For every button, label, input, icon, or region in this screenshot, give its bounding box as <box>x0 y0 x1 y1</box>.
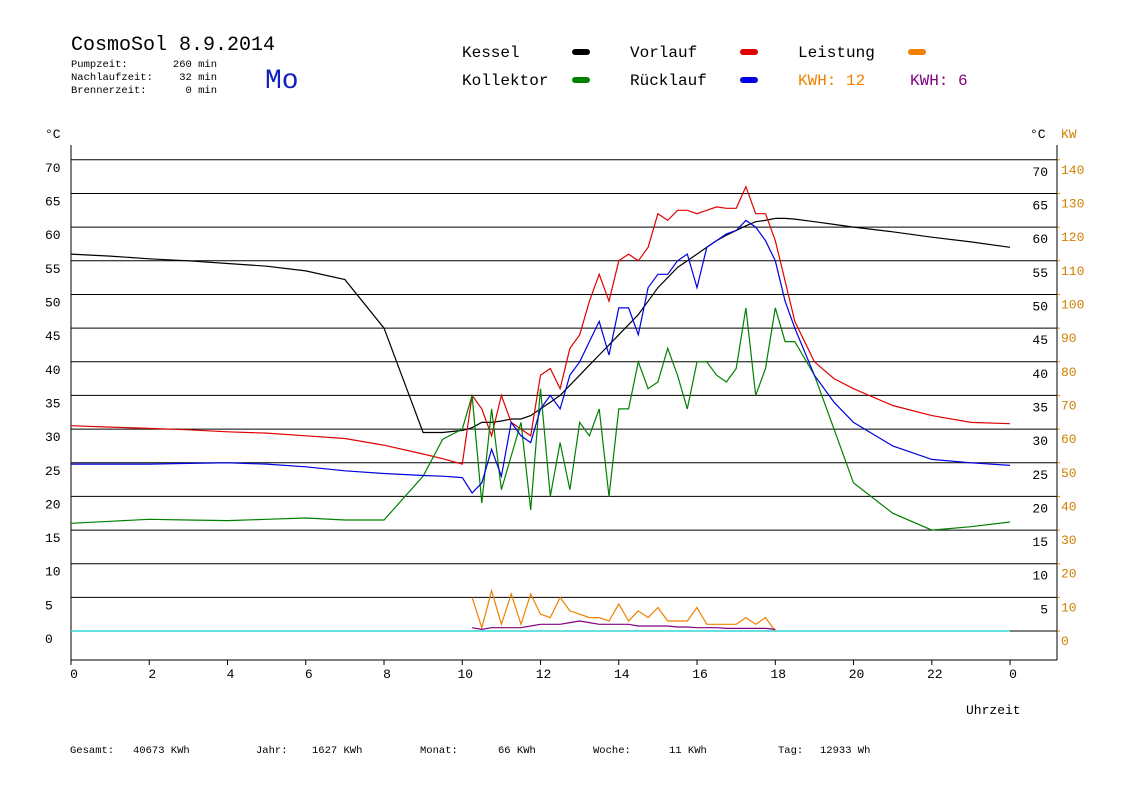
y-tick-label-right: 20 <box>1032 501 1048 516</box>
y-tick-label: 70 <box>45 161 61 176</box>
x-tick-label: 18 <box>770 667 786 682</box>
y-tick-label: 15 <box>45 531 61 546</box>
footer-value: 66 KWh <box>498 745 536 757</box>
y-tick-label: 45 <box>45 329 61 344</box>
info-label: Brennerzeit: <box>71 85 147 97</box>
y-tick-label: 5 <box>45 598 53 613</box>
footer-value: 11 KWh <box>669 745 707 757</box>
footer-value: 40673 KWh <box>133 745 190 757</box>
y2-tick-label: 60 <box>1061 432 1077 447</box>
x-tick-label: 22 <box>927 667 943 682</box>
y-tick-label-right: 60 <box>1032 232 1048 247</box>
info-value: 0 min <box>185 85 217 97</box>
y-tick-label: 40 <box>45 363 61 378</box>
legend-label: Leistung <box>798 44 875 62</box>
info-value: 32 min <box>179 72 217 84</box>
series-line <box>70 185 1011 465</box>
y-tick-label-right: 45 <box>1032 333 1048 348</box>
x-tick-label: 2 <box>148 667 156 682</box>
y-tick-label-right: 55 <box>1032 266 1048 281</box>
y-tick-label-right: 30 <box>1032 434 1048 449</box>
x-tick-label: 0 <box>1009 667 1017 682</box>
y-tick-label: 20 <box>45 497 61 512</box>
y-tick-label-right: 65 <box>1032 198 1048 213</box>
x-tick-label: 8 <box>383 667 391 682</box>
x-tick-label: 14 <box>614 667 630 682</box>
y-unit: °C <box>45 127 61 142</box>
y-tick-label-right: 15 <box>1032 535 1048 550</box>
y2-tick-label: 30 <box>1061 533 1077 548</box>
y2-tick-label: 120 <box>1061 230 1084 245</box>
x-tick-label: 12 <box>536 667 552 682</box>
y2-tick-label: 140 <box>1061 163 1084 178</box>
y-tick-label-right: 5 <box>1040 602 1048 617</box>
y-tick-label-right: 50 <box>1032 299 1048 314</box>
y-tick-label-right: 10 <box>1032 569 1048 584</box>
info-value: 260 min <box>173 59 217 71</box>
y2-tick-label: 10 <box>1061 600 1077 615</box>
y-tick-label: 55 <box>45 262 61 277</box>
y-tick-label: 0 <box>45 632 53 647</box>
legend-kwh: KWH: 12 <box>798 72 865 90</box>
y2-tick-label: 90 <box>1061 331 1077 346</box>
y2-tick-label: 130 <box>1061 196 1084 211</box>
y2-tick-label: 50 <box>1061 466 1077 481</box>
x-label: Uhrzeit <box>966 703 1021 718</box>
x-tick-label: 4 <box>227 667 235 682</box>
y-tick-label: 65 <box>45 194 61 209</box>
y2-tick-label: 70 <box>1061 398 1077 413</box>
legend-label: Kollektor <box>462 72 548 90</box>
info-label: Pumpzeit: <box>71 59 128 71</box>
y2-tick-label: 20 <box>1061 567 1077 582</box>
y-tick-label: 50 <box>45 295 61 310</box>
y-tick-label-right: 70 <box>1032 165 1048 180</box>
y-unit-right: °C <box>1030 127 1046 142</box>
x-tick-label: 16 <box>692 667 708 682</box>
legend-label: Rücklauf <box>630 72 707 90</box>
series-line <box>71 219 1011 494</box>
title: CosmoSol 8.9.2014 <box>71 34 275 57</box>
y-tick-label-right: 25 <box>1032 468 1048 483</box>
footer-label: Gesamt: <box>70 745 114 757</box>
y-tick-label-right: 35 <box>1032 400 1048 415</box>
footer-label: Tag: <box>778 745 803 757</box>
series-line <box>70 307 1011 531</box>
series-line <box>70 217 1011 434</box>
footer-label: Monat: <box>420 745 458 757</box>
info-label: Nachlaufzeit: <box>71 72 153 84</box>
y-tick-label: 60 <box>45 228 61 243</box>
y2-unit: KW <box>1061 127 1077 142</box>
legend-label: Kessel <box>462 44 520 62</box>
y-tick-label-right: 40 <box>1032 367 1048 382</box>
y-tick-label: 10 <box>45 565 61 580</box>
series-line <box>471 588 776 632</box>
x-tick-label: 20 <box>849 667 865 682</box>
y-tick-label: 25 <box>45 464 61 479</box>
legend-kwh: KWH: 6 <box>910 72 968 90</box>
x-tick-label: 0 <box>70 667 78 682</box>
y2-tick-label: 0 <box>1061 634 1069 649</box>
y-tick-label: 30 <box>45 430 61 445</box>
footer-label: Jahr: <box>256 745 288 757</box>
x-tick-label: 6 <box>305 667 313 682</box>
legend-label: Vorlauf <box>630 44 697 62</box>
y2-tick-label: 110 <box>1061 264 1084 279</box>
y2-tick-label: 80 <box>1061 365 1077 380</box>
x-tick-label: 10 <box>457 667 473 682</box>
y-tick-label: 35 <box>45 396 61 411</box>
footer-value: 1627 KWh <box>312 745 362 757</box>
weekday: Mo <box>265 66 299 97</box>
footer-label: Woche: <box>593 745 631 757</box>
y2-tick-label: 40 <box>1061 499 1077 514</box>
footer-value: 12933 Wh <box>820 745 870 757</box>
y2-tick-label: 100 <box>1061 297 1084 312</box>
series-line <box>471 620 776 631</box>
